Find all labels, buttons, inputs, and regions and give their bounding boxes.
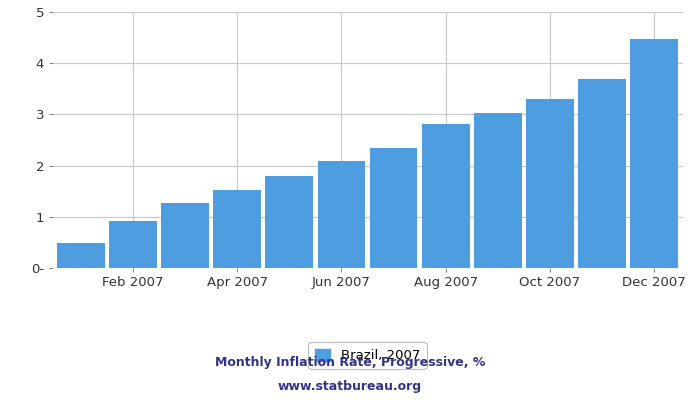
Text: www.statbureau.org: www.statbureau.org xyxy=(278,380,422,393)
Text: Monthly Inflation Rate, Progressive, %: Monthly Inflation Rate, Progressive, % xyxy=(215,356,485,369)
Bar xyxy=(161,203,209,268)
Bar xyxy=(318,161,365,268)
Bar xyxy=(474,113,522,268)
Legend: Brazil, 2007: Brazil, 2007 xyxy=(308,342,427,369)
Bar xyxy=(630,39,678,268)
Bar xyxy=(265,176,314,268)
Bar xyxy=(214,190,261,268)
Bar xyxy=(57,244,105,268)
Bar xyxy=(578,78,626,268)
Bar xyxy=(370,148,417,268)
Bar xyxy=(109,222,158,268)
Bar xyxy=(526,99,574,268)
Bar xyxy=(421,124,470,268)
